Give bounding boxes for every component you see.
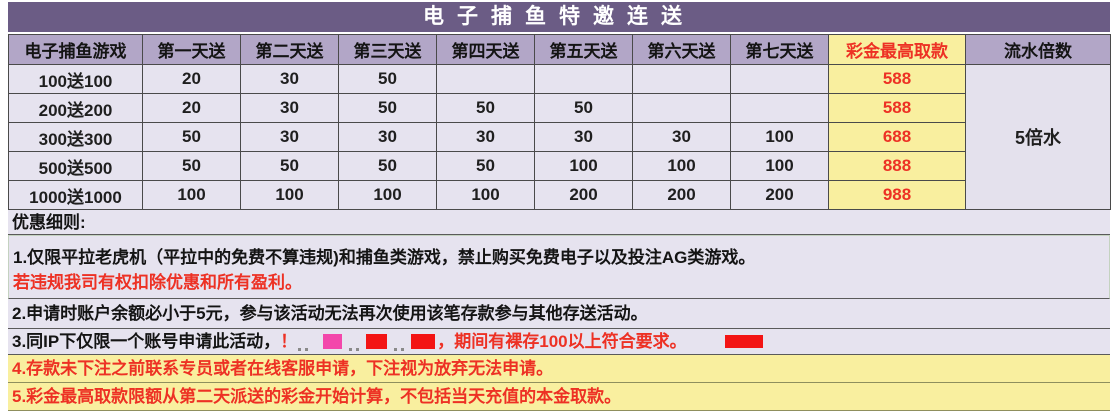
redaction-dots	[298, 348, 309, 351]
promo-table: 电子捕鱼游戏 第一天送 第二天送 第三天送 第四天送 第五天送 第六天送 第七天…	[8, 34, 1111, 210]
header-day-7: 第七天送	[730, 34, 829, 65]
game-cell: 1000送1000	[8, 180, 143, 210]
rule-2: 2.申请时账户余额必小于5元，参与该活动无法再次使用该笔存款参与其他存送活动。	[8, 299, 1110, 329]
rule-3-text: 3.同IP下仅限一个账号申请此活动，	[12, 332, 281, 351]
day-cell	[730, 64, 829, 94]
table-row: 300送300 50 30 30 30 30 30 100 688	[8, 122, 1111, 152]
day-cell: 50	[436, 93, 535, 123]
day-cell: 100	[730, 122, 829, 152]
header-day-4: 第四天送	[436, 34, 535, 65]
day-cell: 50	[142, 122, 241, 152]
game-cell: 300送300	[8, 122, 143, 152]
day-cell	[632, 64, 731, 94]
header-game: 电子捕鱼游戏	[8, 34, 143, 65]
redaction-dots	[394, 348, 405, 351]
rule-1-text: 1.仅限平拉老虎机（平拉中的免费不算违规)和捕鱼类游戏，禁止购买免费电子以及投注…	[13, 248, 756, 267]
day-cell: 100	[142, 180, 241, 210]
table-header-row: 电子捕鱼游戏 第一天送 第二天送 第三天送 第四天送 第五天送 第六天送 第七天…	[8, 34, 1111, 65]
day-cell: 30	[338, 122, 437, 152]
day-cell	[436, 64, 535, 94]
day-cell: 200	[534, 180, 633, 210]
day-cell: 100	[338, 180, 437, 210]
day-cell: 100	[632, 151, 731, 181]
header-turnover: 流水倍数	[965, 34, 1111, 65]
max-withdraw-cell: 588	[828, 64, 966, 94]
day-cell: 30	[240, 64, 339, 94]
rule-3-red-text: ，期间有裸存100以上符合要求。	[437, 332, 687, 351]
day-cell: 30	[534, 122, 633, 152]
day-cell: 200	[632, 180, 731, 210]
header-max-withdraw: 彩金最高取款	[828, 34, 966, 65]
rule-3: 3.同IP下仅限一个账号申请此活动，！ ，期间有裸存100以上符合要求。	[8, 329, 1110, 355]
page-title: 电子捕鱼特邀连送	[8, 2, 1110, 32]
day-cell: 50	[240, 151, 339, 181]
table-row: 100送100 20 30 50 588 5倍水	[8, 64, 1111, 210]
max-withdraw-cell: 988	[828, 180, 966, 210]
max-withdraw-cell: 888	[828, 151, 966, 181]
day-cell: 100	[240, 180, 339, 210]
header-day-6: 第六天送	[632, 34, 731, 65]
header-day-1: 第一天送	[142, 34, 241, 65]
promo-sheet: 电子捕鱼特邀连送 电子捕鱼游戏 第一天送 第二天送 第三天送 第四天送 第五天送…	[8, 2, 1111, 411]
day-cell	[730, 93, 829, 123]
redaction-block-red	[366, 334, 388, 349]
day-cell: 20	[142, 64, 241, 94]
turnover-cell: 5倍水	[965, 64, 1111, 210]
day-cell	[632, 93, 731, 123]
day-cell: 100	[534, 151, 633, 181]
day-cell	[534, 64, 633, 94]
table-row: 200送200 20 30 50 50 50 588	[8, 93, 1111, 123]
day-cell: 30	[240, 93, 339, 123]
redaction-block-pink	[323, 334, 343, 349]
rule-1: 1.仅限平拉老虎机（平拉中的免费不算违规)和捕鱼类游戏，禁止购买免费电子以及投注…	[8, 235, 1110, 299]
redaction-block-red	[411, 334, 436, 349]
day-cell: 50	[338, 151, 437, 181]
rule-5: 5.彩金最高取款限额从第二天派送的彩金开始计算，不包括当天充值的本金取款。	[8, 383, 1110, 411]
redaction-block-red	[724, 335, 763, 348]
table-row: 500送500 50 50 50 50 100 100 100 888	[8, 151, 1111, 181]
header-day-2: 第二天送	[240, 34, 339, 65]
rule-4: 4.存款未下注之前联系专员或者在线客服申请，下注视为放弃无法申请。	[8, 355, 1110, 383]
max-withdraw-cell: 688	[828, 122, 966, 152]
day-cell: 50	[338, 93, 437, 123]
day-cell: 50	[436, 151, 535, 181]
day-cell: 100	[730, 151, 829, 181]
game-cell: 100送100	[8, 64, 143, 94]
table-row: 1000送1000 100 100 100 100 200 200 200 98…	[8, 180, 1111, 210]
max-withdraw-cell: 588	[828, 93, 966, 123]
redaction-dots	[349, 348, 360, 351]
day-cell: 30	[240, 122, 339, 152]
rules-heading: 优惠细则:	[8, 210, 1110, 235]
day-cell: 20	[142, 93, 241, 123]
day-cell: 200	[730, 180, 829, 210]
day-cell: 50	[338, 64, 437, 94]
game-cell: 200送200	[8, 93, 143, 123]
day-cell: 30	[632, 122, 731, 152]
header-day-5: 第五天送	[534, 34, 633, 65]
game-cell: 500送500	[8, 151, 143, 181]
day-cell: 30	[436, 122, 535, 152]
rule-1-warning: 若违规我司有权扣除优惠和所有盈利。	[13, 273, 302, 292]
day-cell: 50	[534, 93, 633, 123]
day-cell: 100	[436, 180, 535, 210]
day-cell: 50	[142, 151, 241, 181]
header-day-3: 第三天送	[338, 34, 437, 65]
rule-3-exclaim: ！	[280, 332, 298, 351]
